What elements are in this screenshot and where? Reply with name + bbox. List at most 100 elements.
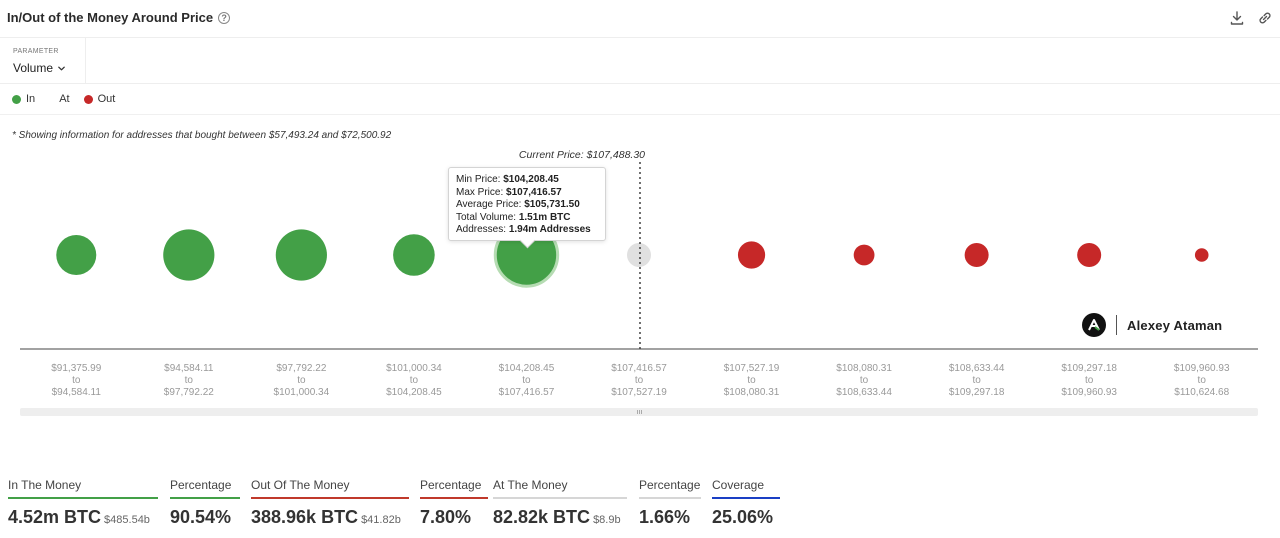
help-icon[interactable]: ? [218, 11, 231, 24]
parameter-value: Volume [13, 61, 54, 75]
x-tick-label: $109,297.18 [949, 387, 1005, 398]
legend-item-out[interactable]: Out [83, 93, 116, 105]
stat-label: Percentage [639, 478, 701, 499]
download-icon[interactable] [1228, 9, 1246, 27]
bubble-in-1[interactable] [163, 229, 215, 281]
stat-label: At The Money [493, 478, 627, 499]
tooltip-avg-price: Average Price: $105,731.50 [456, 199, 580, 211]
legend-item-at[interactable]: At [59, 93, 69, 105]
address-range-note: * Showing information for addresses that… [12, 130, 392, 141]
chart-title-wrap: In/Out of the Money Around Price ? [7, 10, 231, 25]
parameter-select[interactable]: Volume [13, 61, 66, 75]
divider [0, 83, 1280, 84]
link-icon[interactable] [1256, 9, 1274, 27]
x-tick-label: $107,416.57 [611, 363, 667, 374]
x-tick-label: $101,000.34 [386, 363, 442, 374]
stat-value: 1.66% [639, 507, 691, 527]
x-tick-label: $108,633.44 [949, 363, 1005, 374]
stat-value: 25.06% [712, 507, 774, 527]
x-tick-label: $110,624.68 [1174, 387, 1229, 398]
stat-in-the-money: In The Money 4.52m BTC $485.54b [8, 478, 158, 528]
x-tick-label: $97,792.22 [164, 387, 214, 398]
tooltip-min-price: Min Price: $104,208.45 [456, 174, 559, 185]
x-tick-label: to [185, 375, 194, 386]
chart-title: In/Out of the Money Around Price [7, 10, 214, 25]
x-tick-label: $94,584.11 [52, 387, 102, 398]
x-tick-label: $107,416.57 [499, 387, 555, 398]
bubble-out-10[interactable] [1194, 248, 1209, 262]
x-tick-label: to [747, 375, 756, 386]
current-price-label: Current Price: $107,488.30 [519, 149, 645, 161]
bubble-chart: Current Price: $107,488.30 $91,375.99to$… [20, 149, 1258, 398]
legend-label-at: At [59, 93, 70, 105]
author-name: Alexey Ataman [1127, 317, 1223, 333]
x-tick-label: to [410, 375, 419, 386]
x-tick-labels: $91,375.99to$94,584.11$94,584.11to$97,79… [51, 363, 1230, 398]
stat-out-percentage: Percentage 7.80% [420, 478, 488, 528]
stat-coverage: Coverage 25.06% [712, 478, 780, 528]
x-tick-label: to [635, 375, 644, 386]
x-tick-label: $109,960.93 [1174, 363, 1230, 374]
x-tick-label: to [297, 375, 306, 386]
watermark-separator [1116, 315, 1117, 335]
stat-out-of-the-money: Out Of The Money 388.96k BTC $41.82b [251, 478, 409, 528]
stat-value: 82.82k BTC $8.9b [493, 507, 621, 527]
stat-value: 388.96k BTC $41.82b [251, 507, 401, 527]
chart-scrollbar[interactable] [20, 408, 1258, 416]
stat-at-the-money: At The Money 82.82k BTC $8.9b [493, 478, 627, 528]
stat-label: In The Money [8, 478, 158, 499]
bubble-tooltip: Min Price: $104,208.45 Max Price: $107,4… [448, 167, 606, 241]
bubble-in-0[interactable] [56, 235, 97, 275]
legend-dot-out [83, 94, 93, 104]
x-tick-label: to [1198, 375, 1207, 386]
parameter-box: PARAMETER Volume [0, 38, 86, 83]
x-tick-label: $107,527.19 [611, 387, 667, 398]
tooltip-volume: Total Volume: 1.51m BTC [456, 211, 571, 223]
x-tick-label: $108,080.31 [724, 387, 780, 398]
x-tick-label: $109,297.18 [1061, 363, 1117, 374]
x-tick-label: $97,792.22 [276, 363, 326, 374]
divider [0, 114, 1280, 115]
legend: In At Out [12, 93, 133, 105]
x-tick-label: $94,584.11 [164, 363, 214, 374]
x-tick-label: $108,633.44 [836, 387, 892, 398]
bubble-out-9[interactable] [1077, 243, 1102, 267]
legend-label-out: Out [97, 93, 116, 105]
x-tick-label: $91,375.99 [51, 363, 101, 374]
x-tick-label: to [972, 375, 981, 386]
bubble-out-7[interactable] [853, 244, 875, 266]
watermark: Alexey Ataman [1082, 313, 1222, 337]
tooltip-max-price: Max Price: $107,416.57 [456, 186, 562, 198]
stat-label: Coverage [712, 478, 780, 499]
chart-header: In/Out of the Money Around Price ? [0, 0, 1280, 38]
x-tick-label: $104,208.45 [386, 387, 442, 398]
tooltip-addresses: Addresses: 1.94m Addresses [456, 224, 591, 236]
legend-label-in: In [26, 93, 36, 105]
bubble-in-3[interactable] [393, 234, 435, 276]
scroll-grip-handle[interactable] [635, 410, 643, 414]
x-tick-label: $108,080.31 [836, 363, 892, 374]
x-tick-label: $101,000.34 [274, 387, 330, 398]
chevron-down-icon [58, 66, 65, 70]
bubble-out-6[interactable] [737, 241, 766, 269]
author-logo-icon [1082, 313, 1106, 337]
x-tick-label: to [522, 375, 531, 386]
bubble-out-8[interactable] [964, 243, 989, 267]
parameter-label: PARAMETER [13, 48, 59, 55]
stat-label: Percentage [170, 478, 240, 499]
stat-value: 90.54% [170, 507, 232, 527]
x-tick-label: to [72, 375, 81, 386]
stat-in-percentage: Percentage 90.54% [170, 478, 240, 528]
x-tick-label: to [860, 375, 869, 386]
legend-item-in[interactable]: In [12, 93, 35, 105]
x-tick-label: $109,960.93 [1061, 387, 1117, 398]
bubble-at-5[interactable] [627, 243, 651, 267]
legend-dot-in [12, 94, 21, 104]
bubble-in-2[interactable] [275, 229, 327, 281]
stat-label: Out Of The Money [251, 478, 409, 499]
x-tick-label: $104,208.45 [499, 363, 555, 374]
x-tick-label: $107,527.19 [724, 363, 780, 374]
bubbles-group [56, 222, 1209, 288]
stat-at-percentage: Percentage 1.66% [639, 478, 701, 528]
stat-label: Percentage [420, 478, 488, 499]
